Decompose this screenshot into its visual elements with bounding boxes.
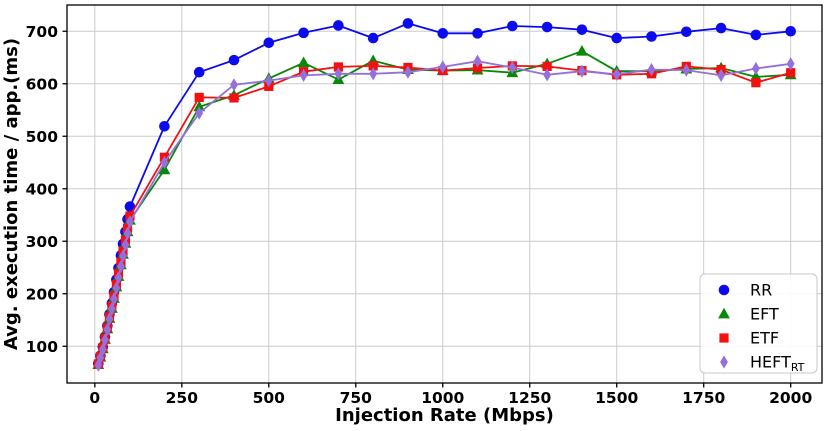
x-tick-label: 250 xyxy=(166,389,199,407)
data-point-ETF xyxy=(194,92,204,102)
x-tick-label: 1500 xyxy=(595,389,638,407)
y-axis-title: Avg. execution time / app.(ms) xyxy=(1,38,22,350)
data-point-RR xyxy=(785,25,796,37)
legend-marker-EFT xyxy=(718,307,730,319)
data-point-HEFT xyxy=(612,67,621,81)
data-point-HEFT xyxy=(717,68,726,82)
data-point-HEFT xyxy=(264,74,273,88)
legend-label-subscript: RT xyxy=(791,361,805,374)
data-point-HEFT xyxy=(786,57,795,71)
x-tick-label: 0 xyxy=(89,389,100,407)
data-point-HEFT xyxy=(101,333,109,347)
data-point-RR xyxy=(541,21,553,33)
data-point-HEFT xyxy=(578,64,586,78)
legend-marker-ETF xyxy=(719,333,729,343)
data-point-RR xyxy=(611,32,623,44)
data-point-EFT xyxy=(297,56,310,68)
data-point-HEFT xyxy=(369,67,378,81)
data-point-RR xyxy=(193,66,205,78)
data-point-HEFT xyxy=(682,63,691,77)
y-tick-label: 600 xyxy=(26,75,59,93)
data-point-HEFT xyxy=(404,65,412,79)
data-point-HEFT xyxy=(508,60,517,75)
y-tick-label: 700 xyxy=(26,23,59,41)
data-point-HEFT xyxy=(112,281,121,295)
x-tick-label: 2000 xyxy=(769,389,812,407)
x-tick-label: 1750 xyxy=(682,389,725,407)
data-point-RR xyxy=(681,26,692,38)
y-tick-label: 400 xyxy=(26,180,59,198)
data-point-RR xyxy=(159,120,170,132)
data-point-ETF xyxy=(542,61,552,72)
series-line-HEFT xyxy=(97,60,792,367)
data-point-HEFT xyxy=(751,61,760,76)
data-point-HEFT xyxy=(195,106,204,120)
data-point-HEFT xyxy=(334,67,343,81)
y-tick-label: 500 xyxy=(26,128,59,146)
legend-marker-RR xyxy=(718,284,730,296)
legend-label-RR: RR xyxy=(750,281,772,300)
data-point-HEFT xyxy=(647,62,656,77)
data-point-RR xyxy=(228,54,240,66)
data-point-HEFT xyxy=(107,302,116,316)
data-point-ETF xyxy=(333,62,343,72)
data-point-EFT xyxy=(193,100,206,112)
data-point-RR xyxy=(367,32,379,44)
data-point-ETF xyxy=(229,93,239,103)
x-tick-label: 750 xyxy=(340,389,373,407)
data-point-RR xyxy=(402,18,414,29)
y-tick-label: 300 xyxy=(26,233,59,251)
x-tick-label: 1250 xyxy=(508,389,551,407)
data-point-RR xyxy=(298,27,309,39)
x-tick-label: 500 xyxy=(253,389,286,407)
legend-marker-HEFT xyxy=(720,355,728,369)
data-point-RR xyxy=(472,28,483,39)
data-point-HEFT xyxy=(117,259,125,274)
data-point-EFT xyxy=(576,45,588,56)
legend-label-ETF: ETF xyxy=(750,329,779,348)
data-point-RR xyxy=(333,20,344,31)
data-point-HEFT xyxy=(126,215,134,229)
data-point-RR xyxy=(715,22,727,34)
data-point-HEFT xyxy=(94,358,103,372)
data-point-HEFT xyxy=(438,60,447,74)
y-tick-label: 200 xyxy=(26,285,59,303)
data-point-ETF xyxy=(472,63,483,73)
axes-spines xyxy=(66,4,823,384)
data-point-HEFT xyxy=(299,68,308,82)
data-point-ETF xyxy=(368,61,378,71)
data-point-HEFT xyxy=(98,342,107,356)
data-point-HEFT xyxy=(119,249,127,263)
y-tick-label: 100 xyxy=(26,338,59,356)
data-point-RR xyxy=(646,31,657,42)
data-point-RR xyxy=(576,24,588,35)
data-point-HEFT xyxy=(103,322,112,337)
data-point-HEFT xyxy=(110,292,118,306)
x-axis-title: Injection Rate (Mbps) xyxy=(335,405,554,426)
legend-label-EFT: EFT xyxy=(750,305,779,324)
data-point-HEFT xyxy=(160,155,169,170)
data-point-RR xyxy=(507,20,518,32)
x-tick-label: 1000 xyxy=(421,389,464,407)
data-point-RR xyxy=(263,37,275,49)
data-point-HEFT xyxy=(105,312,114,326)
data-point-RR xyxy=(124,201,136,212)
data-point-HEFT xyxy=(230,78,238,92)
data-point-RR xyxy=(437,28,449,39)
data-point-RR xyxy=(750,29,762,41)
legend-box xyxy=(699,273,818,374)
data-point-HEFT xyxy=(123,226,132,240)
data-point-HEFT xyxy=(121,238,130,252)
data-point-HEFT xyxy=(114,270,123,285)
data-point-ETF xyxy=(786,68,796,78)
data-point-HEFT xyxy=(543,68,552,82)
data-point-ETF xyxy=(751,78,761,88)
data-point-HEFT xyxy=(473,54,482,68)
